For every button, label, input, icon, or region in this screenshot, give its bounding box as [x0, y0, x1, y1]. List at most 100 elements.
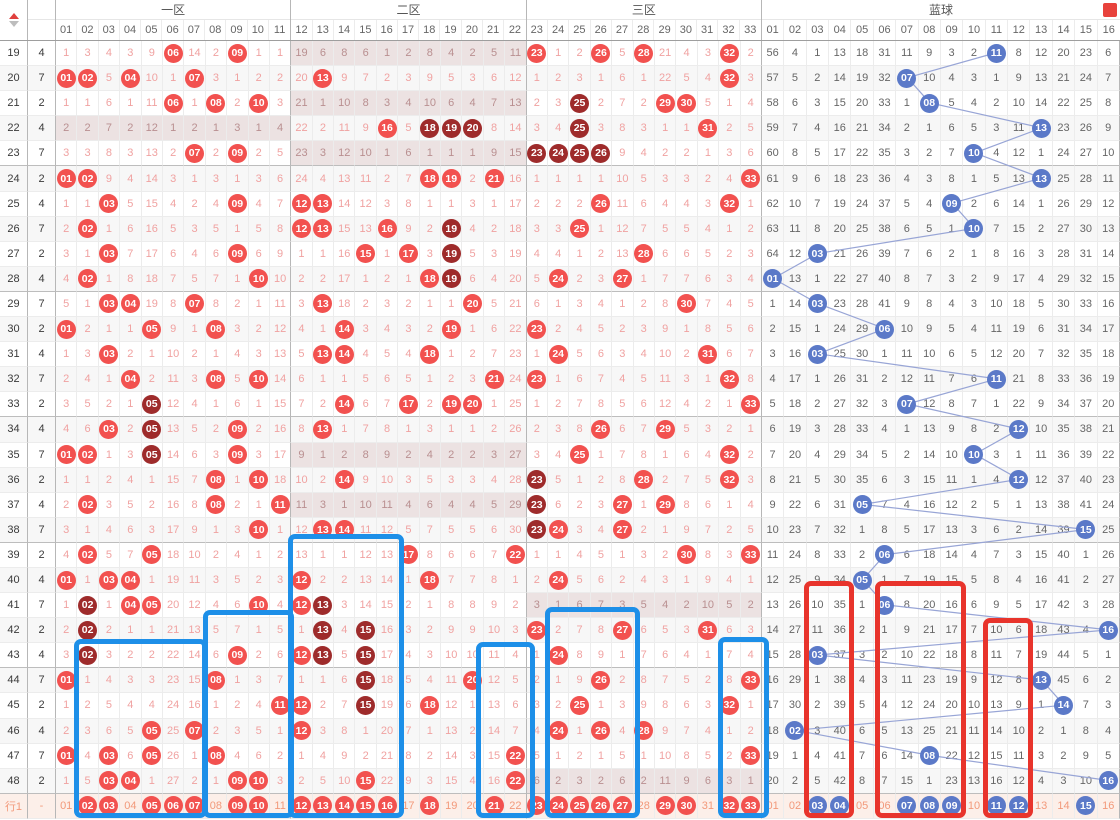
red-cell-27: 4	[612, 718, 634, 744]
issue-sort-header[interactable]	[0, 0, 28, 40]
miss-value: 40	[1057, 548, 1070, 561]
red-cell-14: 7	[334, 693, 356, 719]
red-ball: 04	[120, 68, 140, 88]
blue-cell-01: 20	[761, 768, 785, 794]
miss-value: 4	[640, 574, 647, 587]
miss-value: 1	[319, 373, 326, 386]
blue-cell-08: 14	[918, 442, 941, 468]
red-cell-25: 7	[569, 618, 591, 644]
blue-cell-09: 3	[940, 266, 964, 292]
blue-cell-07: 14	[896, 743, 919, 769]
miss-value: 2	[212, 47, 219, 60]
draw-row: 40 4 01 1 03 04 1 19 11 3 5 2 3 12 2 2 13 14 1 18 7 7 8 1 2 24 5 6 2…	[0, 567, 1120, 594]
miss-value: 4	[814, 122, 821, 135]
red-cell-25: 25	[569, 693, 591, 719]
miss-value: 6	[84, 423, 91, 436]
miss-value: 1	[469, 423, 476, 436]
miss-value: 5	[191, 423, 198, 436]
red-cell-23: 23	[526, 367, 548, 393]
red-cell-11: 4	[269, 593, 292, 619]
red-cell-32: 6	[719, 618, 741, 644]
miss-value: 3	[426, 774, 433, 787]
issue-cell: 21	[0, 91, 28, 117]
miss-value: 19	[788, 423, 802, 436]
red-cell-08: 6	[205, 241, 228, 267]
miss-value: 6	[105, 97, 113, 110]
miss-value: 5	[791, 72, 799, 85]
red-cell-09: 1	[227, 668, 249, 694]
miss-value: 9	[640, 699, 647, 712]
issue-cell: 37	[0, 492, 28, 518]
blue-cell-04: 04	[829, 793, 852, 819]
blue-cell-14: 2	[1052, 743, 1076, 769]
red-cell-25: 5	[569, 567, 591, 594]
red-cell-16: 13	[376, 542, 399, 568]
miss-value: 17	[167, 523, 180, 536]
red-cell-18: 18	[419, 793, 442, 819]
miss-value: 1	[704, 147, 711, 160]
red-cell-30: 5	[676, 417, 698, 443]
red-cell-27: 4	[612, 367, 634, 393]
miss-value: 38	[1079, 423, 1092, 436]
week-cell: 2	[28, 166, 56, 192]
issue-cell: 40	[0, 567, 28, 594]
miss-value: 17	[923, 523, 936, 536]
red-cell-09: 1	[227, 467, 249, 493]
red-cell-27: 27	[612, 793, 634, 819]
red-cell-05: 1	[141, 567, 163, 594]
red-cell-11: 8	[269, 216, 292, 242]
red-cell-07: 8	[184, 492, 206, 518]
miss-value: 14	[1034, 523, 1048, 536]
miss-value: 7	[191, 473, 198, 486]
red-cell-17: 5	[398, 517, 420, 543]
red-ball: 27	[612, 495, 632, 515]
week-cell: 4	[28, 266, 56, 292]
red-cell-33: 2	[740, 442, 762, 468]
blue-cell-08: 6	[918, 241, 941, 267]
miss-value: 4	[1105, 724, 1112, 737]
red-cell-24: 24	[547, 718, 570, 744]
miss-value: 21	[1012, 373, 1025, 386]
miss-value: 1	[84, 297, 91, 310]
miss-value: 6	[1082, 674, 1089, 687]
red-cell-05: 9	[141, 41, 163, 67]
miss-value: 3	[726, 548, 733, 561]
red-cell-19: 4	[441, 41, 463, 67]
miss-value: 14	[788, 297, 802, 310]
blue-cell-10: 10	[963, 793, 986, 819]
red-cell-13: 13	[312, 417, 335, 443]
red-cell-24: 24	[547, 266, 570, 292]
red-ball: 28	[634, 721, 654, 741]
blue-cell-13: 14	[1030, 91, 1053, 117]
miss-value: 7	[597, 599, 605, 612]
miss-value: 1	[63, 47, 70, 60]
sort-desc-icon	[8, 21, 19, 27]
blue-cell-14: 36	[1052, 442, 1076, 468]
blue-cell-06: 40	[873, 266, 897, 292]
red-ball: 19	[441, 319, 461, 339]
miss-value: 4	[555, 247, 562, 260]
miss-value: 5	[576, 574, 583, 587]
miss-value: 12	[338, 147, 351, 160]
red-cell-16: 19	[376, 693, 399, 719]
miss-value: 8	[881, 523, 888, 536]
red-cell-22: 4	[505, 643, 527, 669]
red-cell-06: 06	[162, 41, 185, 67]
red-cell-20: 2	[462, 442, 484, 468]
blue-cell-12: 4	[1008, 567, 1031, 594]
miss-value: 20	[855, 97, 869, 110]
blue-cell-15: 2	[1075, 567, 1098, 594]
red-cell-07: 1	[184, 166, 206, 192]
sort-icon[interactable]	[8, 13, 19, 27]
red-ball: 12	[291, 595, 311, 615]
miss-value: 3	[341, 599, 348, 612]
miss-value: 2	[234, 498, 241, 511]
miss-value: 2	[319, 699, 326, 712]
blue-cell-08: 24	[918, 693, 941, 719]
miss-value: 22	[945, 749, 958, 762]
miss-value: 1	[84, 473, 91, 486]
red-ball: 23	[527, 369, 547, 389]
blue-cell-03: 5	[806, 467, 830, 493]
issue-cell: 38	[0, 517, 28, 543]
issue-number: 45	[7, 699, 20, 712]
